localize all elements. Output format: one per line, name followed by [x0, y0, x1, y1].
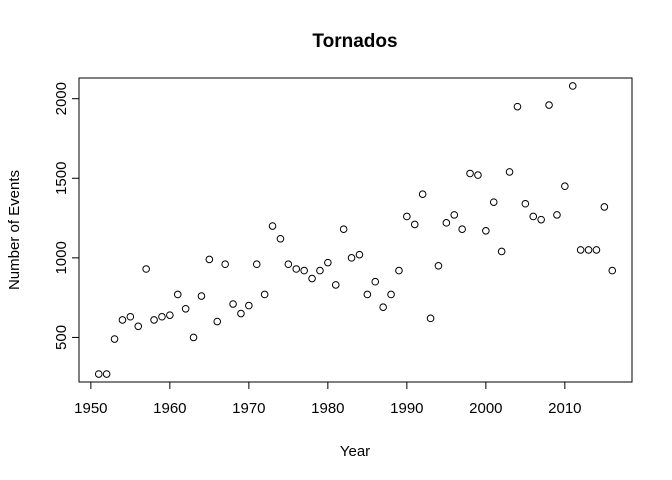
data-point: [126, 312, 135, 321]
data-point: [403, 212, 411, 221]
data-point: [229, 300, 237, 308]
data-point: [276, 234, 285, 243]
x-axis: 1950 1960 1970 1980 1990 2000 2010: [74, 381, 582, 417]
data-point: [545, 101, 553, 109]
data-point: [324, 258, 332, 267]
data-point: [260, 290, 269, 299]
data-point: [189, 333, 198, 342]
data-point: [173, 290, 182, 299]
data-point: [474, 171, 482, 179]
data-point: [387, 290, 395, 299]
data-point: [482, 226, 490, 235]
data-point: [418, 190, 427, 198]
data-point: [497, 247, 506, 256]
data-point: [284, 260, 293, 269]
data-point: [600, 203, 609, 211]
y-tick-label: 500: [53, 325, 70, 350]
data-points: [94, 82, 617, 378]
data-point: [513, 102, 522, 111]
data-point: [197, 292, 206, 300]
data-point: [181, 304, 190, 313]
data-point: [252, 260, 261, 269]
data-point: [576, 246, 585, 254]
data-point: [158, 312, 166, 321]
data-point: [102, 370, 111, 378]
data-point: [166, 311, 174, 319]
x-tick-label: 1990: [390, 400, 423, 417]
data-point: [300, 266, 308, 275]
data-point: [561, 182, 569, 191]
data-point: [150, 316, 158, 324]
data-point: [339, 225, 348, 234]
data-point: [292, 265, 301, 273]
x-tick-label: 2010: [548, 400, 581, 417]
data-point: [395, 266, 403, 275]
data-point: [316, 266, 324, 275]
data-point: [118, 316, 127, 324]
y-tick-label: 1500: [53, 162, 70, 195]
data-point: [221, 260, 229, 269]
data-point: [458, 225, 466, 234]
chart-title: Tornados: [312, 31, 397, 52]
y-axis-label: Number of Events: [6, 170, 23, 290]
data-point: [142, 265, 150, 273]
data-point: [308, 274, 316, 283]
data-point: [608, 266, 617, 275]
data-point: [450, 211, 459, 219]
y-axis: 500 1000 1500 2000: [53, 82, 80, 350]
data-point: [529, 212, 538, 221]
data-point: [347, 254, 356, 262]
data-point: [355, 250, 364, 259]
y-tick-label: 1000: [53, 241, 70, 274]
data-point: [268, 222, 277, 230]
x-tick-label: 1970: [232, 400, 265, 417]
data-point: [110, 335, 119, 343]
data-point: [426, 314, 435, 323]
x-tick-label: 2000: [469, 400, 502, 417]
data-point: [205, 255, 214, 264]
x-tick-label: 1980: [311, 400, 344, 417]
x-axis-label: Year: [340, 443, 370, 460]
data-point: [537, 215, 545, 224]
x-tick-label: 1950: [74, 400, 107, 417]
data-point: [134, 322, 143, 331]
data-point: [553, 211, 561, 219]
data-point: [371, 277, 380, 286]
data-point: [410, 220, 419, 229]
data-point: [331, 281, 340, 289]
data-point: [434, 262, 443, 270]
data-point: [592, 246, 601, 254]
data-point: [363, 290, 372, 299]
data-point: [245, 301, 253, 310]
data-point: [489, 198, 498, 206]
data-point: [521, 199, 530, 208]
data-point: [568, 82, 577, 90]
data-point: [213, 317, 222, 326]
data-point: [94, 370, 103, 378]
x-tick-label: 1960: [153, 400, 186, 417]
data-point: [442, 219, 451, 227]
data-point: [379, 303, 387, 311]
data-point: [237, 309, 245, 318]
data-point: [466, 169, 474, 178]
plot-frame: [78, 77, 633, 383]
y-tick-label: 2000: [53, 82, 70, 115]
data-point: [505, 168, 514, 176]
data-point: [584, 246, 593, 254]
